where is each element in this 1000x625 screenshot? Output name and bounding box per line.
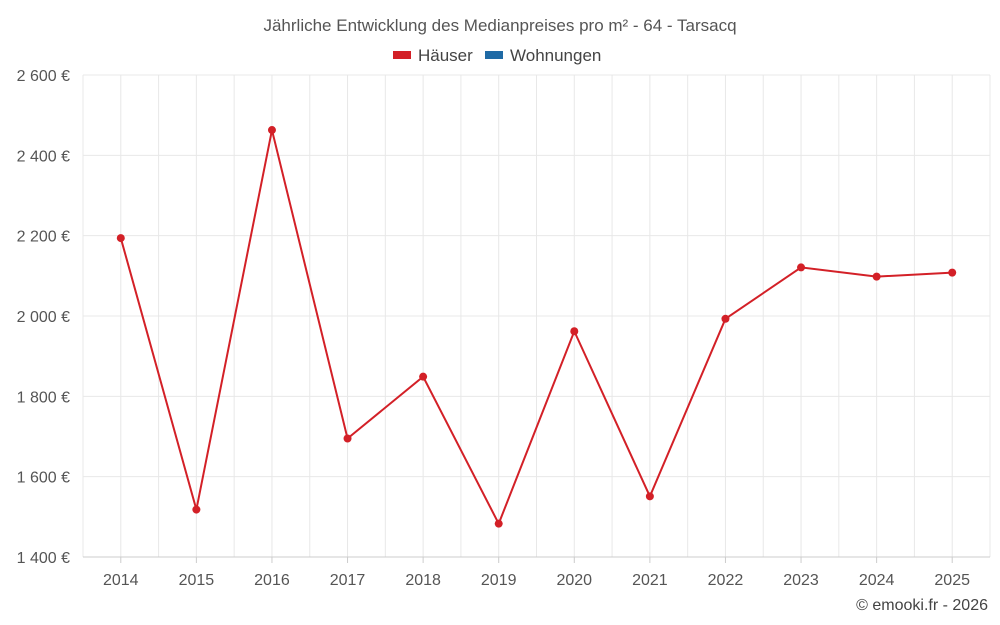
data-point[interactable] [797,263,806,272]
y-tick-label: 2 200 € [17,229,70,246]
x-tick-label: 2021 [632,572,668,589]
data-point[interactable] [343,434,352,443]
data-point[interactable] [267,126,276,135]
x-tick-label: 2014 [103,572,139,589]
data-point[interactable] [494,519,503,528]
x-gridlines [82,75,991,557]
chart-title: Jährliche Entwicklung des Medianpreises … [263,16,736,35]
x-tick-label: 2024 [859,572,895,589]
y-tick-label: 2 400 € [17,148,70,165]
y-tick-label: 1 400 € [17,550,70,567]
data-point[interactable] [872,272,881,281]
x-tick-label: 2025 [934,572,970,589]
legend-swatch-wohnungen[interactable] [485,51,503,59]
data-point[interactable] [721,314,730,323]
x-tick-label: 2015 [179,572,215,589]
y-axis-ticks: 1 400 € 1 600 € 1 800 € 2 000 € 2 200 € 2 400… [17,68,70,567]
data-point[interactable] [419,372,428,381]
series-line-0 [119,129,953,527]
data-point[interactable] [192,505,201,514]
x-tick-label: 2023 [783,572,819,589]
x-tick-label: 2017 [330,572,366,589]
data-point[interactable] [116,234,125,243]
x-tick-label: 2016 [254,572,290,589]
data-point[interactable] [948,268,957,277]
data-point[interactable] [645,492,654,501]
x-tick-label: 2018 [405,572,441,589]
legend-label-wohnungen[interactable]: Wohnungen [510,46,601,65]
x-tick-label: 2020 [556,572,592,589]
y-tick-label: 2 000 € [17,309,70,326]
legend: Häuser Wohnungen [393,46,601,65]
series-haeuser [116,126,957,528]
x-tick-label: 2022 [708,572,744,589]
y-tick-label: 1 800 € [17,389,70,406]
data-point[interactable] [570,327,579,336]
y-tick-label: 2 600 € [17,68,70,85]
x-tick-label: 2019 [481,572,517,589]
legend-swatch-haeuser[interactable] [393,51,411,59]
credit-text: © emooki.fr - 2026 [856,597,988,614]
legend-label-haeuser[interactable]: Häuser [418,46,473,65]
y-tick-label: 1 600 € [17,470,70,487]
x-axis-ticks: 2014 2015 2016 2017 2018 2019 2020 2021 2022 2023… [103,557,970,589]
